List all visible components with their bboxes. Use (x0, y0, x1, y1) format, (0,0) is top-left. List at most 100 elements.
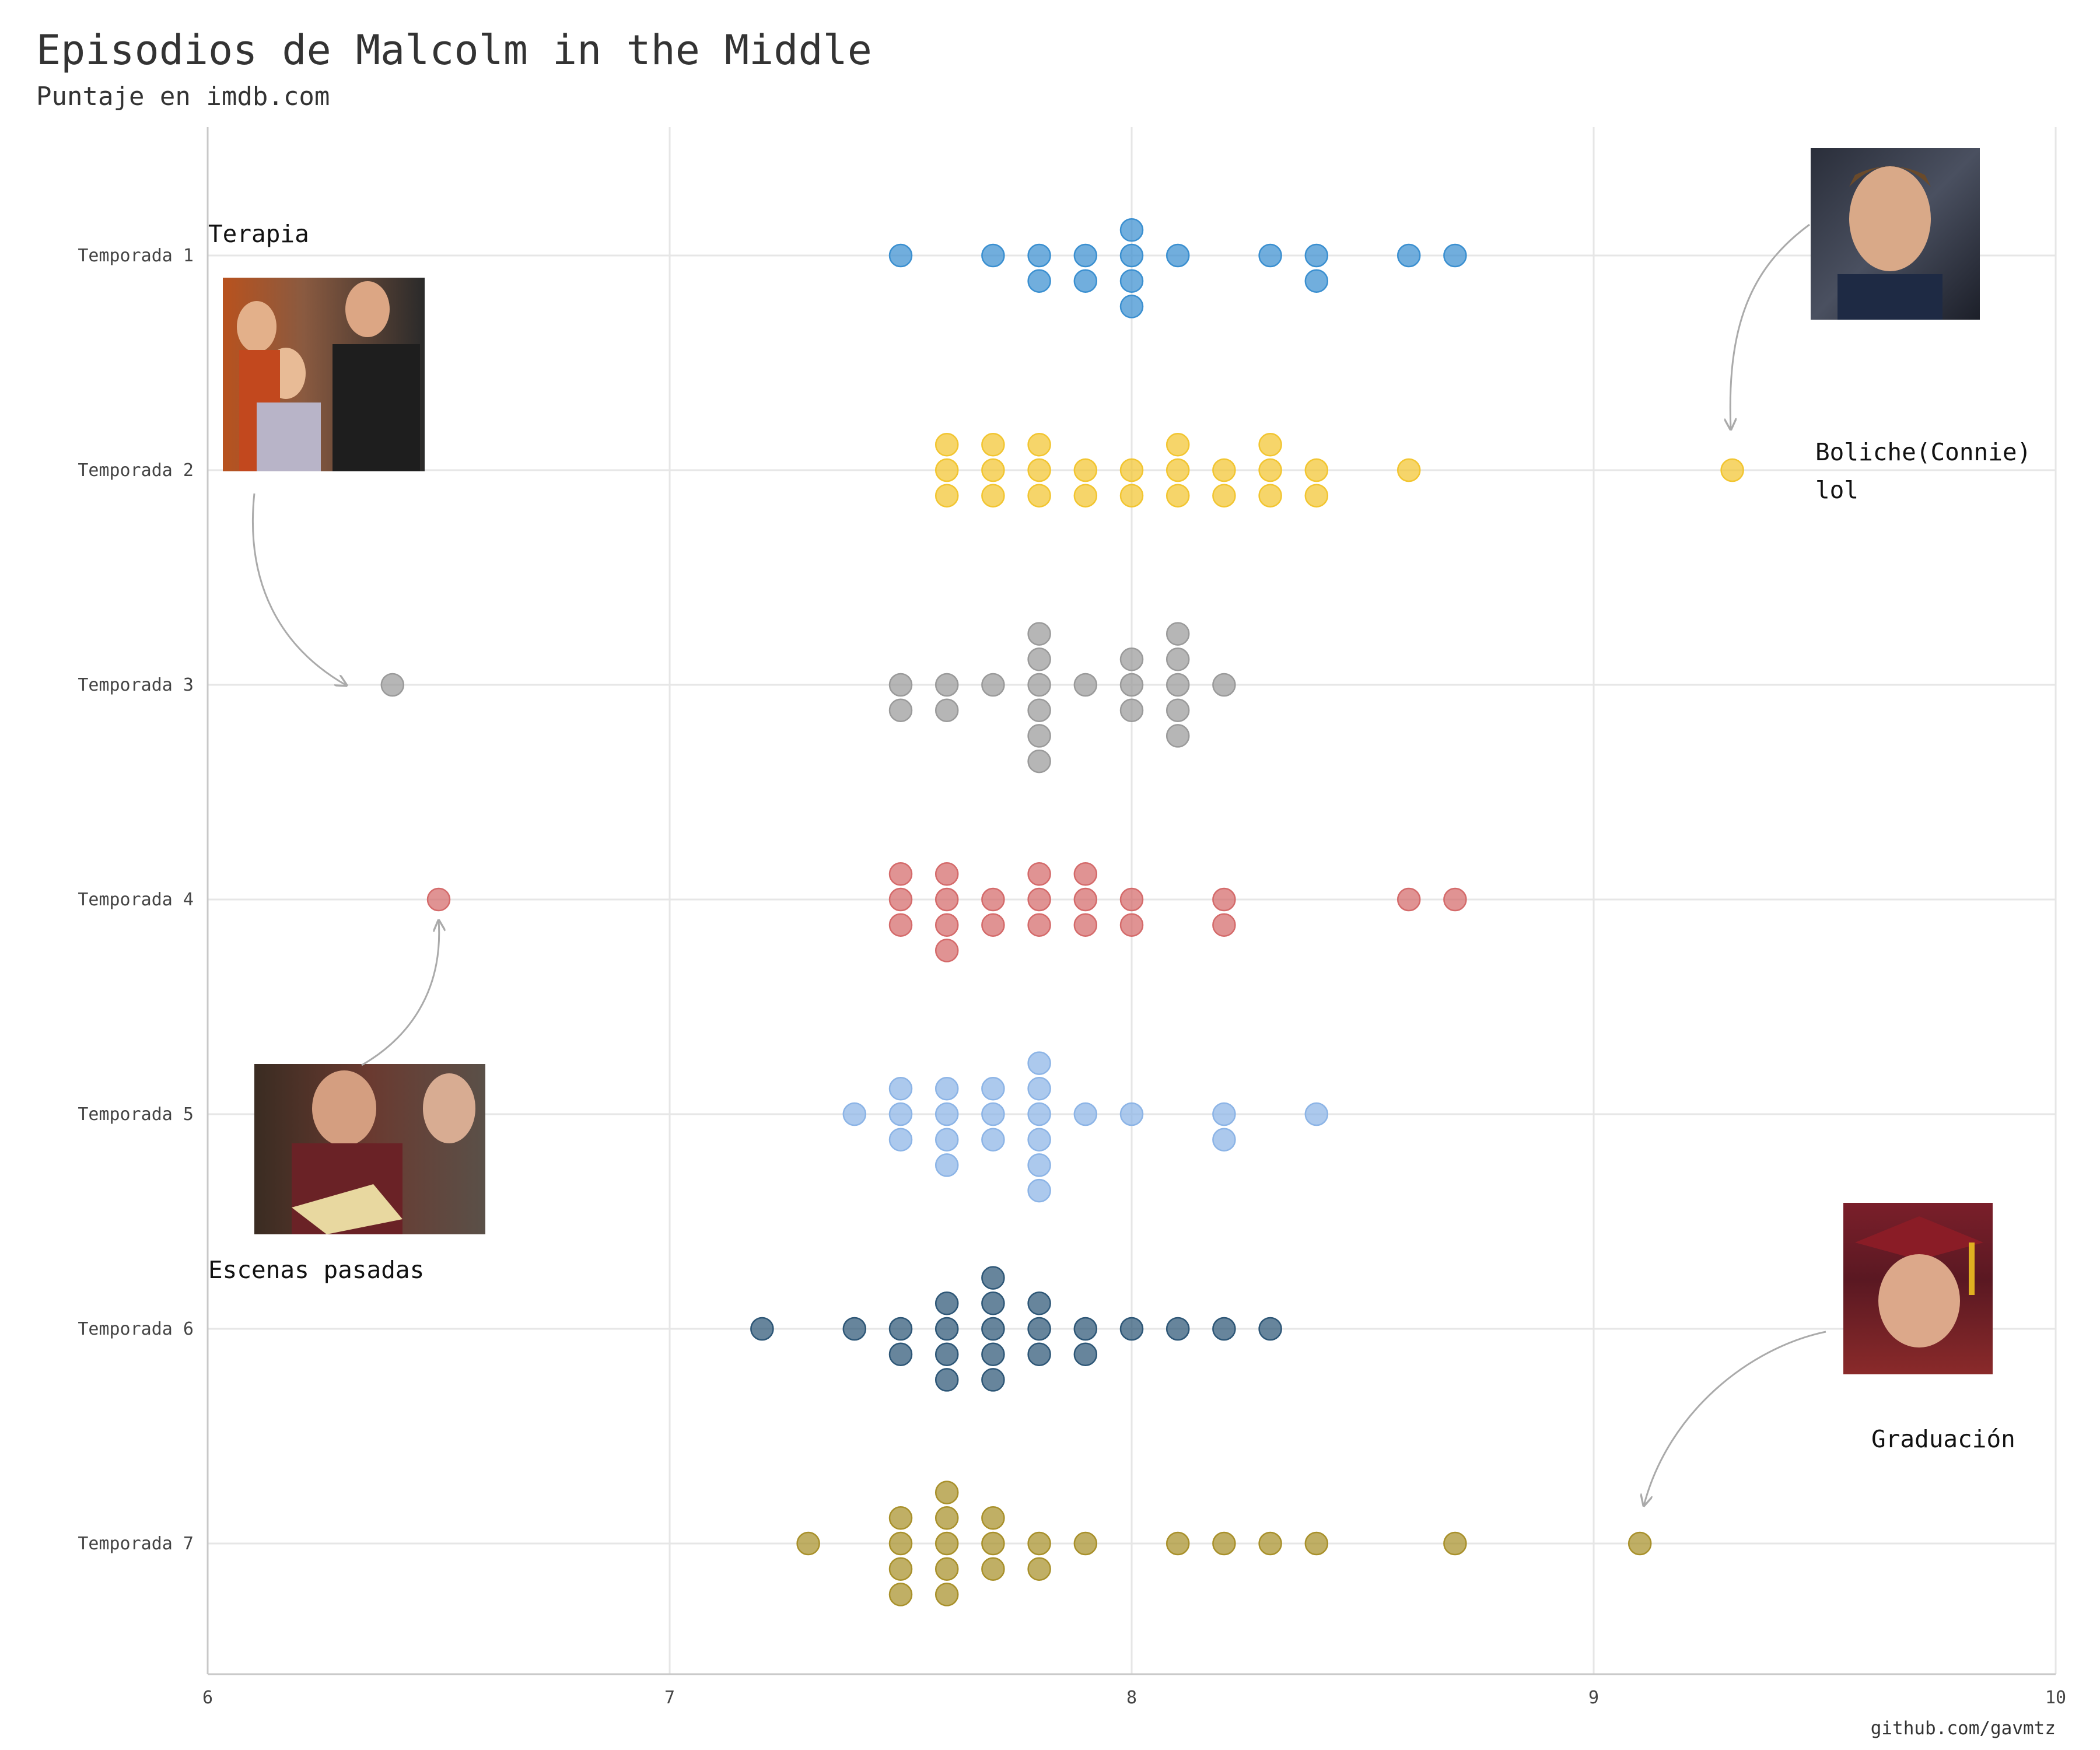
y-tick-label: Temporada 5 (78, 1104, 194, 1125)
data-point (426, 887, 451, 912)
data-point (1027, 1178, 1051, 1203)
y-tick-label: Temporada 6 (78, 1319, 194, 1339)
data-point (888, 887, 913, 912)
data-point (1166, 433, 1190, 457)
data-point (1212, 1128, 1236, 1152)
data-point (1073, 862, 1098, 886)
data-point (888, 1531, 913, 1556)
data-point (1212, 913, 1236, 937)
annotation-graduacion: Graduación (1871, 1425, 2015, 1453)
still-photo-dewey (1811, 148, 1980, 320)
data-point (981, 1128, 1005, 1152)
data-point (935, 939, 959, 963)
data-point (1073, 673, 1098, 697)
data-point (1027, 1128, 1051, 1152)
x-tick-label: 7 (664, 1688, 675, 1708)
data-point (1212, 458, 1236, 482)
data-point (1027, 269, 1051, 293)
data-point (981, 1557, 1005, 1581)
data-point (1304, 458, 1329, 482)
data-point (935, 1557, 959, 1581)
x-tick-label: 8 (1126, 1688, 1137, 1708)
data-point (981, 433, 1005, 457)
annotation-boliche: Boliche(Connie) (1815, 438, 2031, 466)
data-point (1119, 243, 1144, 268)
data-point (981, 673, 1005, 697)
data-point (935, 458, 959, 482)
data-point (1119, 269, 1144, 293)
data-point (981, 243, 1005, 268)
data-point (981, 1292, 1005, 1315)
data-point (888, 1557, 913, 1581)
data-point (935, 1292, 959, 1315)
data-point (1027, 622, 1051, 646)
data-point (1443, 243, 1467, 268)
data-point (1027, 1153, 1051, 1177)
data-point (888, 1128, 913, 1152)
data-point (1304, 1531, 1329, 1556)
data-point (1212, 1317, 1236, 1341)
data-point (1258, 433, 1282, 457)
data-point (1166, 698, 1190, 722)
data-point (1396, 243, 1421, 268)
data-point (1027, 673, 1051, 697)
data-point (888, 862, 913, 886)
data-point (750, 1317, 774, 1341)
data-point (1166, 243, 1190, 268)
still-photo-boys (223, 278, 425, 471)
data-point (1073, 1102, 1098, 1126)
data-point (1027, 1051, 1051, 1075)
data-point (981, 1102, 1005, 1126)
data-point (1396, 887, 1421, 912)
data-point (888, 1102, 913, 1126)
data-point (1258, 1317, 1282, 1341)
credit-text: github.com/gavmtz (1871, 1718, 2056, 1739)
x-tick-label: 10 (2045, 1688, 2066, 1708)
x-tick-label: 9 (1588, 1688, 1599, 1708)
axes (206, 127, 2056, 1675)
data-point (1119, 295, 1144, 318)
data-point (935, 1128, 959, 1152)
data-point (935, 1531, 959, 1556)
data-point (935, 1480, 959, 1504)
data-point (1166, 673, 1190, 697)
data-point (1027, 1317, 1051, 1341)
y-tick-label: Temporada 2 (78, 460, 194, 481)
data-point (1027, 433, 1051, 457)
data-point (1027, 648, 1051, 671)
data-point (1166, 484, 1190, 508)
annotation-boliche-lol: lol (1815, 476, 1859, 504)
data-point (1027, 749, 1051, 774)
data-point (1027, 698, 1051, 722)
data-point (1027, 1292, 1051, 1315)
data-point (1212, 484, 1236, 508)
x-tick-label: 6 (202, 1688, 213, 1708)
data-point (1119, 887, 1144, 912)
data-point (888, 1317, 913, 1341)
data-point (888, 698, 913, 722)
data-point (1119, 648, 1144, 671)
data-point (888, 913, 913, 937)
data-point (842, 1317, 867, 1341)
data-point (1166, 724, 1190, 748)
data-point (1073, 913, 1098, 937)
chart-subtitle: Puntaje en imdb.com (36, 82, 330, 111)
data-point (1073, 1342, 1098, 1366)
data-point (1166, 1317, 1190, 1341)
data-point (935, 1153, 959, 1177)
data-point (1073, 458, 1098, 482)
data-point (935, 673, 959, 697)
data-point (796, 1531, 820, 1556)
data-point (1119, 1317, 1144, 1341)
data-point (1396, 458, 1421, 482)
still-photo-kitchen (254, 1064, 485, 1234)
data-point (1443, 1531, 1467, 1556)
data-point (981, 484, 1005, 508)
y-tick-label: Temporada 7 (78, 1534, 194, 1554)
annotation-escenas-pasadas: Escenas pasadas (208, 1256, 424, 1284)
data-point (1304, 269, 1329, 293)
data-point (1073, 1531, 1098, 1556)
data-point (935, 433, 959, 457)
data-point (981, 1368, 1005, 1392)
